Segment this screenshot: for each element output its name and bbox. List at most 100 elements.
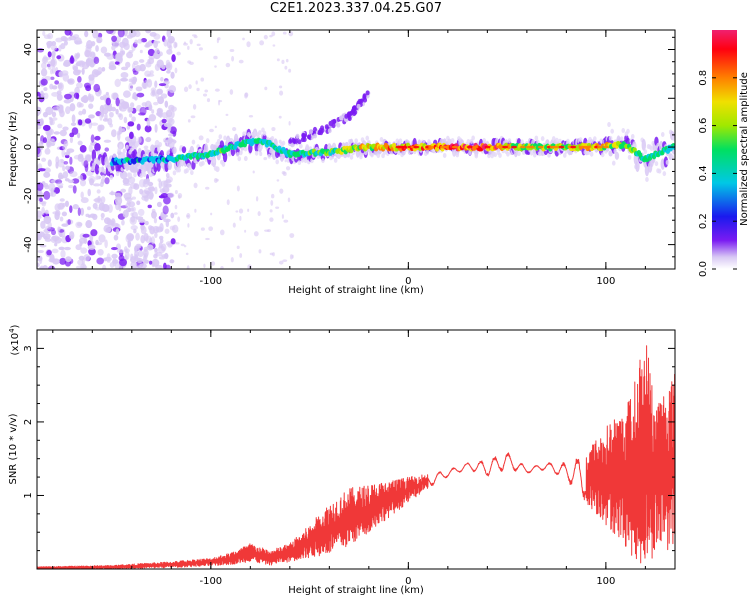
- noise-blob: [121, 103, 130, 109]
- noise-blob: [200, 77, 205, 82]
- noise-blob: [92, 30, 99, 39]
- noise-blob: [63, 160, 69, 165]
- noise-blob: [229, 89, 234, 95]
- noise-blob: [169, 225, 176, 231]
- noise-blob: [120, 66, 129, 71]
- noise-blob: [81, 67, 85, 75]
- noise-blob: [99, 96, 105, 101]
- noise-blob: [244, 229, 247, 233]
- noise-blob: [44, 209, 49, 215]
- noise-blob: [282, 171, 287, 176]
- noise-blob: [55, 156, 60, 165]
- noise-blob: [54, 242, 58, 247]
- noise-blob: [69, 136, 74, 144]
- noise-blob: [47, 159, 52, 167]
- halo-blob: [189, 145, 195, 154]
- core-blob: [528, 145, 535, 149]
- noise-blob: [41, 157, 47, 162]
- noise-blob: [137, 208, 145, 216]
- bottom-ylabel: SNR (10 * v/v): [8, 413, 19, 484]
- noise-blob: [136, 92, 145, 98]
- noise-blob: [69, 231, 75, 240]
- noise-blob: [39, 265, 44, 269]
- noise-blob: [148, 191, 154, 200]
- noise-blob: [154, 123, 158, 133]
- noise-blob: [130, 212, 134, 217]
- noise-blob: [88, 144, 93, 153]
- halo-blob: [452, 151, 456, 157]
- noise-blob: [69, 156, 73, 165]
- noise-blob: [158, 83, 167, 87]
- noise-blob: [276, 58, 280, 62]
- noise-blob: [50, 44, 58, 51]
- noise-blob: [118, 113, 124, 121]
- noise-blob: [168, 85, 177, 94]
- halo-blob: [156, 147, 161, 153]
- noise-blob: [67, 219, 71, 225]
- noise-blob: [204, 89, 209, 93]
- noise-blob: [79, 145, 87, 153]
- noise-blob: [43, 34, 51, 40]
- noise-blob: [284, 65, 288, 70]
- halo-blob: [654, 161, 659, 167]
- noise-blob: [89, 213, 96, 218]
- noise-blob: [170, 106, 177, 112]
- noise-blob: [98, 234, 106, 243]
- noise-blob: [169, 37, 174, 44]
- noise-blob: [158, 179, 163, 189]
- core-blob: [472, 145, 479, 149]
- halo-blob: [103, 168, 107, 174]
- halo-blob: [600, 152, 605, 158]
- noise-blob: [145, 30, 152, 34]
- noise-blob: [271, 193, 275, 199]
- noise-blob: [135, 86, 143, 92]
- noise-blob: [120, 188, 127, 193]
- noise-blob: [43, 182, 49, 188]
- noise-blob: [145, 42, 150, 48]
- noise-blob: [288, 31, 294, 37]
- branch-blob: [339, 115, 344, 121]
- branch-blob: [312, 126, 317, 132]
- noise-blob: [238, 208, 244, 214]
- halo-blob: [242, 131, 246, 137]
- halo-blob: [630, 134, 635, 140]
- noise-blob: [202, 93, 208, 97]
- noise-blob: [155, 91, 160, 100]
- noise-blob: [205, 237, 210, 241]
- noise-blob: [138, 112, 146, 116]
- noise-blob: [44, 226, 51, 230]
- noise-blob: [107, 105, 113, 112]
- branch-blob: [300, 137, 305, 143]
- noise-blob: [56, 104, 64, 110]
- colorbar-tick-label: 0.4: [698, 165, 709, 181]
- halo-blob: [144, 147, 148, 153]
- noise-blob: [100, 212, 105, 219]
- halo-blob: [672, 135, 675, 141]
- noise-blob: [269, 217, 274, 222]
- noise-blob: [45, 106, 54, 116]
- noise-blob: [62, 126, 69, 131]
- branch-blob: [359, 98, 364, 104]
- noise-blob: [77, 259, 84, 266]
- halo-blob: [142, 172, 147, 178]
- noise-blob: [71, 127, 79, 135]
- branch-blob: [313, 133, 318, 139]
- noise-blob: [50, 58, 58, 68]
- noise-blob: [105, 227, 112, 233]
- noise-blob: [135, 265, 142, 269]
- noise-blob: [84, 118, 92, 124]
- halo-blob: [164, 141, 169, 147]
- noise-blob: [119, 171, 124, 176]
- noise-blob: [175, 242, 180, 245]
- halo-blob: [566, 138, 570, 144]
- noise-blob: [79, 241, 83, 247]
- noise-blob: [76, 82, 83, 89]
- noise-blob: [239, 215, 242, 221]
- noise-blob: [85, 85, 92, 92]
- noise-blob: [93, 56, 100, 65]
- noise-blob: [205, 186, 210, 190]
- noise-blob: [67, 78, 75, 85]
- halo-blob: [98, 167, 103, 173]
- noise-blob: [61, 223, 69, 227]
- noise-blob: [57, 83, 63, 89]
